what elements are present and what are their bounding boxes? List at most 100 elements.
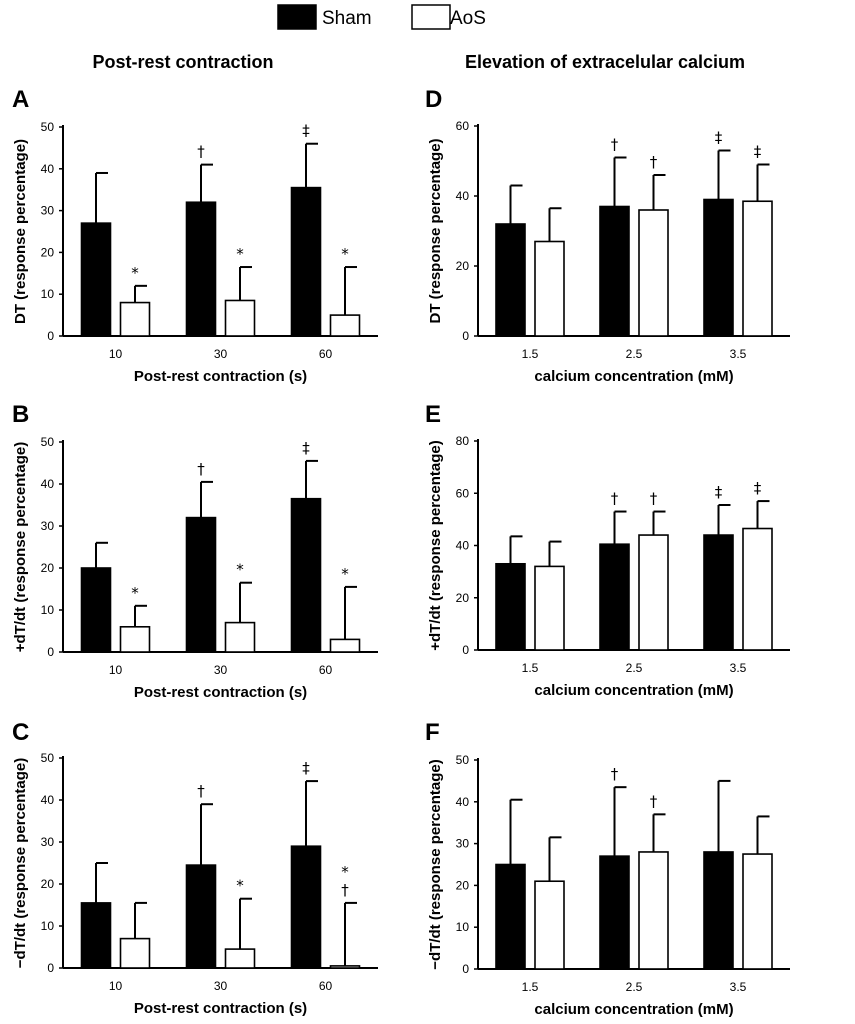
panel-letter: D	[425, 86, 442, 113]
panel-letter: E	[425, 401, 441, 428]
y-tick-label: 20	[41, 561, 55, 575]
y-tick-label: 0	[47, 961, 54, 975]
bar-aos	[329, 965, 361, 969]
y-tick-label: 20	[41, 245, 55, 259]
significance-mark: †	[650, 153, 658, 171]
significance-mark: ‡	[754, 479, 762, 497]
significance-mark: *	[131, 584, 139, 602]
significance-mark: *	[236, 877, 244, 895]
panel-a: A 0 10 20 30 40 50 DT (response percentage) Post…	[12, 86, 378, 385]
bar-aos	[742, 200, 773, 337]
x-tick-label: 30	[214, 347, 228, 361]
x-tick-label: 60	[319, 979, 333, 993]
bar-sham	[80, 567, 112, 653]
panel-b: B 0 10 20 30 40 50 +dT/dt (response percentage)…	[12, 401, 378, 701]
significance-mark: *	[341, 565, 349, 583]
x-axis-title: calcium concentration (mM)	[534, 1001, 733, 1018]
panel-f: F 0 10 20 30 40 50 −dT/dt (response percentage)…	[425, 719, 790, 1018]
significance-mark: †	[197, 782, 205, 800]
y-tick-label: 0	[462, 643, 469, 657]
significance-mark: †	[611, 490, 619, 508]
y-tick-label: 40	[41, 162, 55, 176]
x-tick-label: 10	[109, 979, 123, 993]
x-axis-title: calcium concentration (mM)	[534, 682, 733, 699]
panel-c: C 0 10 20 30 40 50 −dT/dt (response percentage)…	[12, 719, 378, 1017]
significance-mark: ‡	[302, 439, 310, 457]
x-axis-title: Post-rest contraction (s)	[134, 1000, 307, 1017]
x-tick-label: 60	[319, 347, 333, 361]
significance-mark: †	[341, 881, 349, 899]
legend: Sham AoS	[277, 4, 486, 30]
legend-label-aos: AoS	[450, 8, 486, 29]
bar-sham	[290, 186, 322, 337]
y-tick-label: 40	[456, 539, 470, 553]
x-axis-title: Post-rest contraction (s)	[134, 684, 307, 701]
bar-sham	[185, 864, 217, 969]
y-tick-label: 10	[456, 920, 470, 934]
significance-mark: ‡	[302, 122, 310, 140]
y-axis-title: −dT/dt (response percentage)	[12, 758, 29, 968]
bar-aos	[224, 299, 256, 337]
bar-aos	[638, 534, 669, 651]
y-axis-title: +dT/dt (response percentage)	[427, 440, 444, 650]
significance-mark: †	[197, 460, 205, 478]
bar-aos	[119, 625, 151, 653]
significance-mark: ‡	[754, 143, 762, 161]
y-tick-label: 0	[47, 645, 54, 659]
bar-sham	[599, 205, 630, 337]
y-tick-label: 40	[456, 189, 470, 203]
bar-aos	[638, 209, 669, 337]
legend-label-sham: Sham	[322, 8, 372, 29]
y-tick-label: 40	[456, 795, 470, 809]
bar-aos	[119, 301, 151, 337]
y-tick-label: 60	[456, 119, 470, 133]
y-tick-label: 20	[456, 259, 470, 273]
bar-aos	[224, 948, 256, 969]
y-tick-label: 50	[456, 753, 470, 767]
significance-mark: †	[611, 765, 619, 783]
significance-mark: *	[131, 264, 139, 282]
bar-sham	[80, 222, 112, 337]
bar-aos	[534, 880, 565, 970]
x-tick-label: 1.5	[522, 661, 539, 675]
y-tick-label: 10	[41, 603, 55, 617]
column-title-right: Elevation of extracelular calcium	[465, 52, 745, 72]
x-tick-label: 2.5	[626, 661, 643, 675]
x-tick-label: 2.5	[626, 980, 643, 994]
y-tick-label: 0	[47, 329, 54, 343]
bar-aos	[742, 853, 773, 970]
y-tick-label: 30	[41, 204, 55, 218]
bar-sham	[599, 543, 630, 651]
bar-sham	[80, 902, 112, 969]
bar-aos	[224, 621, 256, 653]
bar-aos	[534, 565, 565, 651]
column-title-left: Post-rest contraction	[92, 52, 273, 72]
bar-sham	[495, 863, 526, 970]
x-tick-label: 3.5	[730, 347, 747, 361]
bar-aos	[534, 240, 565, 337]
significance-mark: †	[611, 136, 619, 154]
y-tick-label: 40	[41, 793, 55, 807]
y-tick-label: 30	[41, 519, 55, 533]
panel-letter: B	[12, 401, 29, 428]
y-tick-label: 50	[41, 435, 55, 449]
panel-e: E 0 20 40 60 80 +dT/dt (response percentage) ca…	[425, 401, 790, 699]
y-tick-label: 0	[462, 962, 469, 976]
y-tick-label: 50	[41, 751, 55, 765]
significance-mark: †	[650, 490, 658, 508]
y-tick-label: 20	[41, 877, 55, 891]
x-tick-label: 60	[319, 663, 333, 677]
panel-d: D 0 20 40 60 DT (response percentage) calcium …	[425, 86, 790, 385]
significance-mark: ‡	[715, 483, 723, 501]
x-tick-label: 3.5	[730, 661, 747, 675]
y-axis-title: −dT/dt (response percentage)	[427, 759, 444, 969]
bar-sham	[495, 562, 526, 651]
x-tick-label: 10	[109, 347, 123, 361]
bar-sham	[703, 534, 734, 651]
x-tick-label: 3.5	[730, 980, 747, 994]
significance-mark: ‡	[715, 129, 723, 147]
bar-sham	[495, 223, 526, 337]
x-axis-title: Post-rest contraction (s)	[134, 368, 307, 385]
y-tick-label: 10	[41, 287, 55, 301]
